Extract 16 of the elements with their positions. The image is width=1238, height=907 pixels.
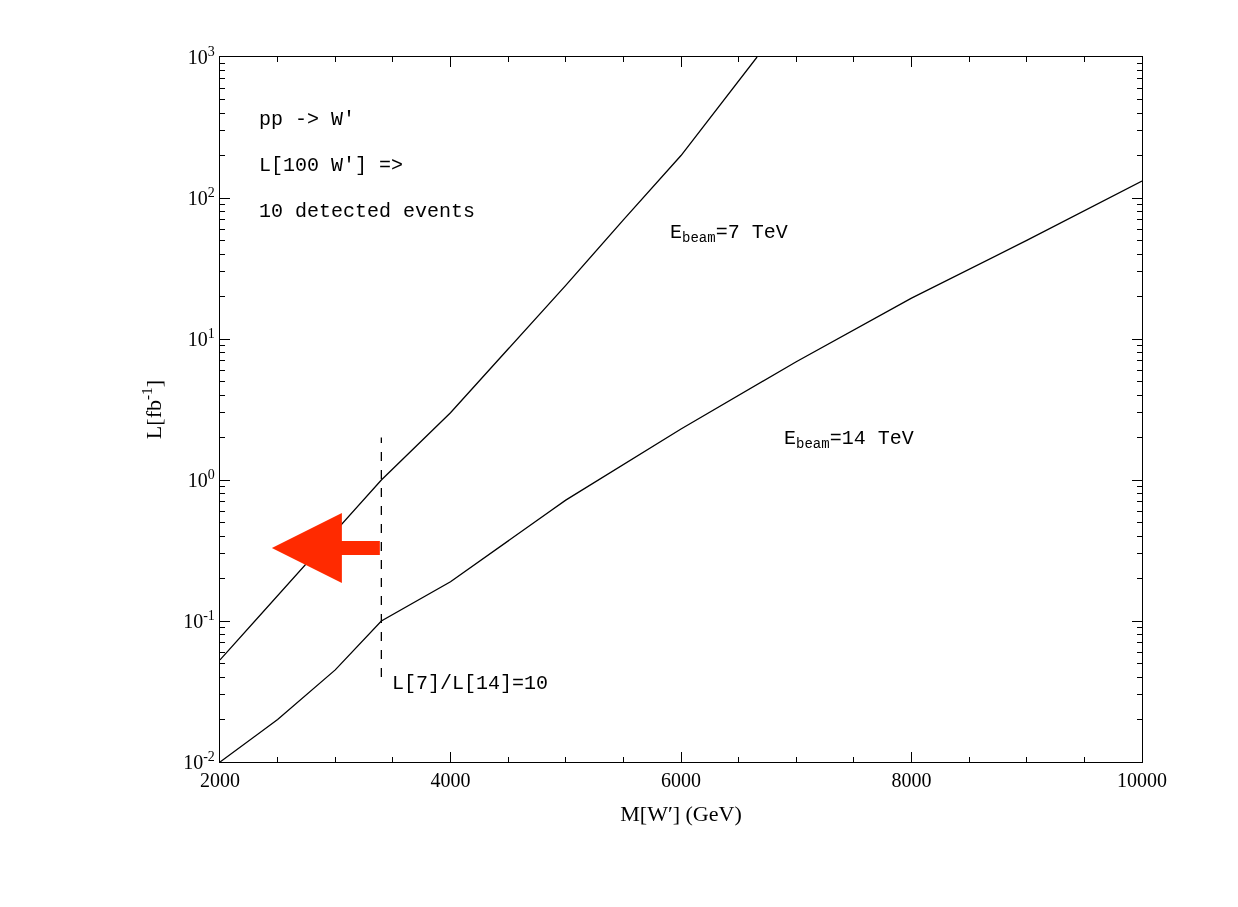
y-tick-label: 10$^{-1}$ — [183, 607, 215, 632]
x-tick-label: 6000 — [661, 769, 701, 792]
annotation: E$_{beam}$=14 TeV — [784, 427, 914, 453]
x-tick-label: 8000 — [891, 769, 932, 792]
y-tick-label: 10$^{1}$ — [187, 325, 215, 350]
annotation: E$_{beam}$=7 TeV — [670, 221, 788, 247]
y-tick-label: 10$^{2}$ — [187, 184, 215, 209]
annotation: L[100 W′] => — [259, 154, 404, 177]
annotation: pp -> W′ — [259, 108, 356, 131]
annotation: L[7]/L[14]=10 — [392, 672, 549, 695]
x-tick-label: 4000 — [430, 769, 471, 792]
x-tick-label: 10000 — [1117, 769, 1167, 792]
y-tick-label: 10$^{3}$ — [187, 43, 215, 68]
x-axis-title: M[W′] (GeV) — [620, 801, 742, 827]
annotation: 10 detected events — [259, 200, 476, 223]
y-tick-label: 10$^{0}$ — [187, 466, 215, 491]
